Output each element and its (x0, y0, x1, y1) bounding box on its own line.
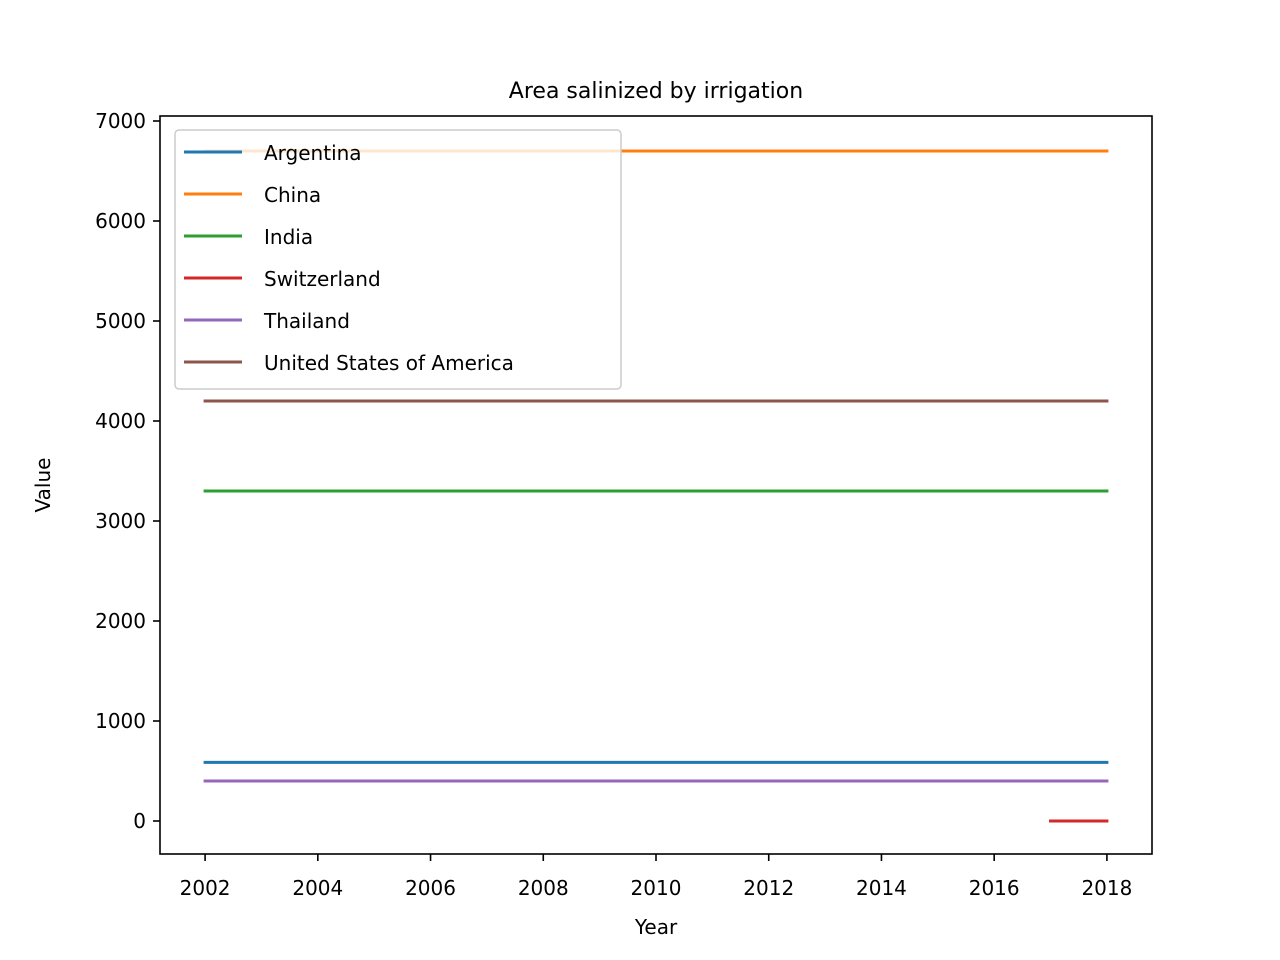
y-tick-label: 0 (133, 809, 146, 833)
legend-box (174, 129, 622, 390)
x-axis-label: Year (634, 915, 678, 939)
legend-label: India (264, 225, 313, 249)
legend: Argentina China India Switzerland Thailand Un… (174, 129, 622, 390)
x-tick-label: 2006 (405, 876, 456, 900)
y-axis-label: Value (31, 458, 55, 513)
x-tick-label: 2004 (292, 876, 343, 900)
x-axis-ticks: 2002 2004 2006 2008 2010 2012 2014 2016 2018 (180, 854, 1132, 900)
x-tick-label: 2014 (856, 876, 907, 900)
y-tick-label: 7000 (95, 109, 146, 133)
y-tick-label: 5000 (95, 309, 146, 333)
chart-title: Area salinized by irrigation (509, 79, 803, 104)
y-tick-label: 3000 (95, 509, 146, 533)
x-tick-label: 2010 (631, 876, 682, 900)
legend-label: China (264, 183, 321, 207)
x-tick-label: 2002 (180, 876, 231, 900)
y-axis-ticks: 0 1000 2000 3000 4000 5000 6000 7000 (95, 109, 160, 833)
legend-label: Argentina (264, 141, 362, 165)
x-tick-label: 2008 (518, 876, 569, 900)
y-tick-label: 1000 (95, 709, 146, 733)
y-tick-label: 2000 (95, 609, 146, 633)
legend-label: United States of America (264, 351, 514, 375)
legend-label: Thailand (263, 309, 350, 333)
y-tick-label: 4000 (95, 409, 146, 433)
x-tick-label: 2016 (969, 876, 1020, 900)
x-tick-label: 2018 (1081, 876, 1132, 900)
legend-label: Switzerland (264, 267, 381, 291)
x-tick-label: 2012 (743, 876, 794, 900)
y-tick-label: 6000 (95, 209, 146, 233)
